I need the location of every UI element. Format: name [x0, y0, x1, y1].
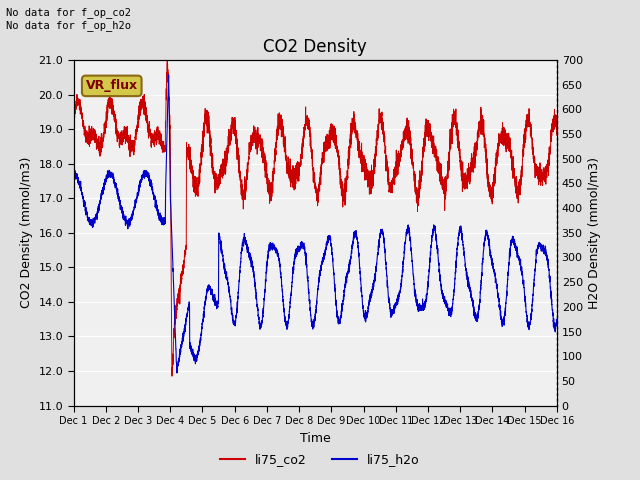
Text: VR_flux: VR_flux	[86, 79, 138, 92]
Y-axis label: H2O Density (mmol/m3): H2O Density (mmol/m3)	[588, 157, 602, 309]
Y-axis label: CO2 Density (mmol/m3): CO2 Density (mmol/m3)	[20, 157, 33, 309]
Title: CO2 Density: CO2 Density	[263, 37, 367, 56]
X-axis label: Time: Time	[300, 432, 331, 444]
Legend: li75_co2, li75_h2o: li75_co2, li75_h2o	[215, 448, 425, 471]
Text: No data for f_op_co2
No data for f_op_h2o: No data for f_op_co2 No data for f_op_h2…	[6, 7, 131, 31]
